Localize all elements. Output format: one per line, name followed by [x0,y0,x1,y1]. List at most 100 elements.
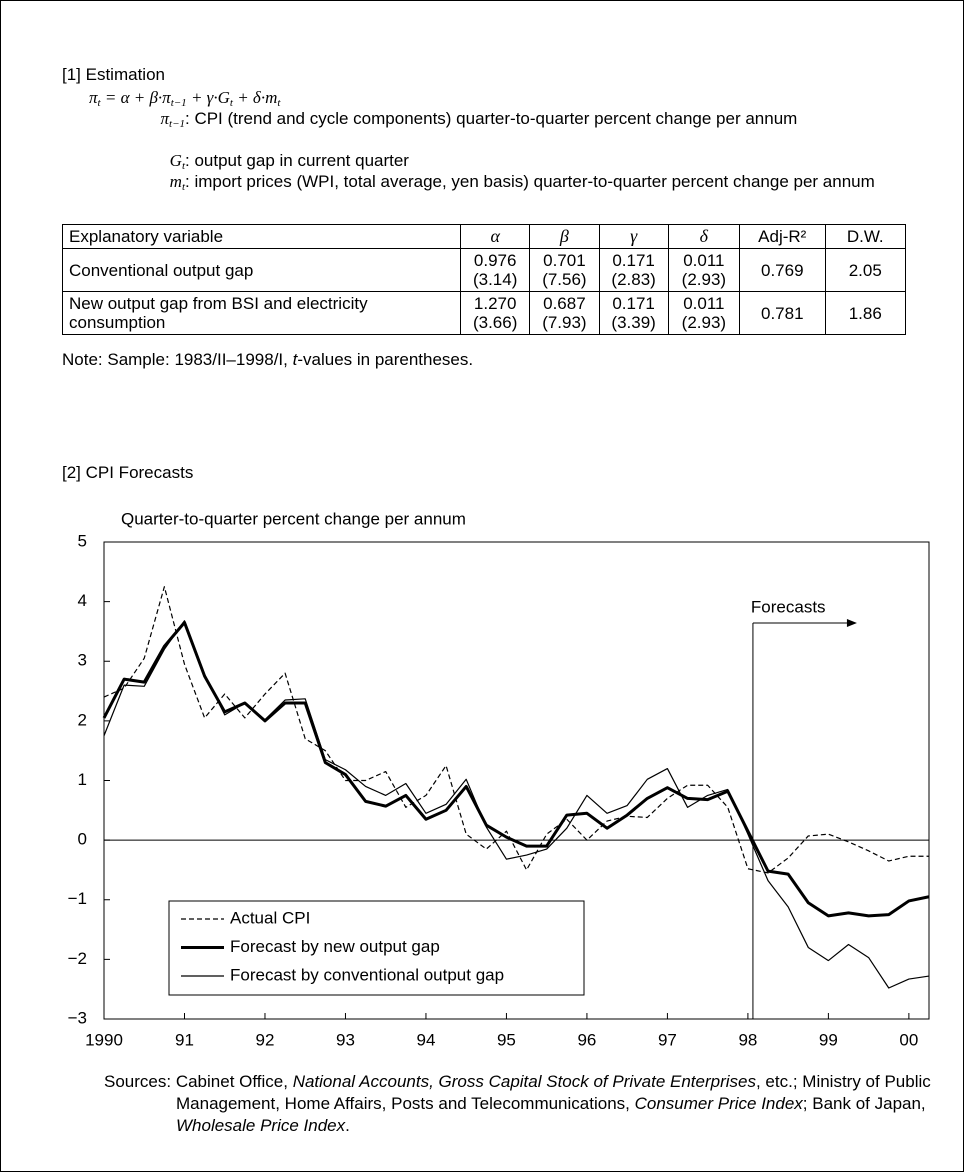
x-tick-label: 92 [256,1030,275,1049]
table-cell: 0.171 (3.39) [598,291,669,335]
formula-subscript: t [277,97,281,109]
table-cell: Conventional output gap [61,248,462,292]
y-tick-label: 2 [78,710,87,729]
formula-part: + δ·m [232,88,278,107]
header-cell: α [460,224,531,249]
note-text: -values in parentheses. [297,350,474,369]
definition-text: : CPI (trend and cycle components) quart… [185,109,798,128]
sources-text: Cabinet Office, [171,1072,293,1091]
coefficient: 0.011 [683,251,725,270]
table-cell: New output gap from BSI and electricity … [61,291,462,335]
table-cell: 0.011 (2.93) [667,248,741,292]
table-cell: 0.687 (7.93) [529,291,600,335]
x-tick-label: 99 [819,1030,838,1049]
y-tick-label: 3 [78,651,87,670]
symbol-subscript: t−1 [169,118,185,130]
t-value: (2.93) [681,313,727,332]
coefficient: 0.701 [543,251,586,270]
table-cell: 0.011 (2.93) [667,291,741,335]
header-row: Explanatory variable α β γ δ Adj-R² D.W. [61,224,907,249]
sources-title: Consumer Price Index [634,1094,803,1113]
note-text: Note: Sample: 1983/II–1998/I, [62,350,293,369]
table-row: New output gap from BSI and electricity … [61,291,907,335]
chart: Quarter-to-quarter percent change per an… [68,509,930,1049]
definitions: πt−1: CPI (trend and cycle components) q… [1,108,901,218]
legend-label: Forecast by conventional output gap [230,965,504,984]
t-value: (3.39) [611,313,656,332]
table-cell: 2.05 [824,248,907,292]
definition-symbol: mt [81,171,185,198]
t-value: (7.93) [542,313,587,332]
note-text: t [292,350,298,369]
x-tick-label: 91 [175,1030,194,1049]
legend-label: Forecast by new output gap [230,937,440,956]
t-value: (2.83) [611,270,656,289]
coefficient: 0.976 [473,251,517,270]
table-cell: 0.781 [739,291,826,335]
estimation-table: Explanatory variable α β γ δ Adj-R² D.W. Conve… [61,224,907,335]
t-value: (3.66) [472,313,518,332]
coefficient: 0.171 [612,251,655,270]
x-tick-label: 95 [497,1030,516,1049]
x-tick-label: 94 [416,1030,435,1049]
definition-text: : output gap in current quarter [185,151,409,170]
formula-part: + γ·G [186,88,230,107]
definition-symbol: πt−1 [81,108,185,135]
section-heading: [1] Estimation [62,65,165,84]
sources-label: Sources: [104,1072,172,1091]
formula-part: = α + β·π [100,88,171,107]
coefficient: 0.687 [543,294,586,313]
header-cell: Adj-R² [739,224,826,249]
coefficient: 0.011 [683,294,725,313]
sources-text: , etc.; Ministry of Public Management, H… [176,1072,931,1113]
symbol: π [160,109,170,128]
x-tick-label: 96 [577,1030,596,1049]
t-value: (3.14) [472,270,518,289]
sources-text: ; Bank of Japan, [802,1094,926,1113]
sources: Sources: Cabinet Office, National Accoun… [104,1071,936,1137]
symbol-subscript: t [181,181,185,193]
series-line [103,620,930,989]
y-tick-label: −1 [68,889,87,908]
series-line [102,620,930,918]
y-tick-label: −2 [68,949,87,968]
x-tick-label: 1990 [85,1030,123,1049]
arrow-head [846,619,857,627]
symbol: G [169,151,182,170]
y-tick-label: 5 [78,531,87,550]
y-tick-label: −3 [68,1008,87,1027]
definition-symbol: Gt [81,150,185,177]
series-line [103,586,929,874]
formula-part: π [89,88,98,107]
table-row: Conventional output gap 0.976 (3.14) 0.701(… [61,248,907,292]
sources-title: National Accounts, Gross Capital Stock o… [292,1072,756,1091]
x-tick-label: 97 [658,1030,677,1049]
header-cell: γ [598,224,669,249]
x-tick-label: 98 [738,1030,757,1049]
formula-subscript: t [97,97,101,109]
y-tick-label: 0 [78,830,87,849]
t-value: (7.56) [542,270,587,289]
coefficient: 1.270 [473,294,517,313]
x-tick-label: 93 [336,1030,355,1049]
annotation: Forecasts [751,597,826,616]
formula-subscript: t−1 [170,97,187,109]
symbol-subscript: t [181,160,185,172]
x-tick-label: 00 [899,1030,918,1049]
coefficient: 0.171 [612,294,655,313]
sources-title: Wholesale Price Index [176,1116,346,1135]
legend: Actual CPI Forecast by new output gap Fore… [168,900,585,996]
symbol: m [169,172,182,191]
header-cell: δ [667,224,741,249]
table-cell: 0.701 (7.56) [529,248,600,292]
section-heading: [2] CPI Forecasts [62,463,194,482]
legend-label: Actual CPI [230,908,310,927]
t-value: (2.93) [681,270,727,289]
y-tick-label: 1 [78,770,87,789]
sources-text: . [345,1116,350,1135]
y-axis-label: Quarter-to-quarter percent change per an… [121,509,466,528]
table-body: Conventional output gap 0.976 (3.14) 0.701(… [61,248,907,335]
note: Note: Sample: 1983/II–1998/I, t-values i… [62,350,473,370]
table-cell: 0.171 (2.83) [598,248,669,292]
